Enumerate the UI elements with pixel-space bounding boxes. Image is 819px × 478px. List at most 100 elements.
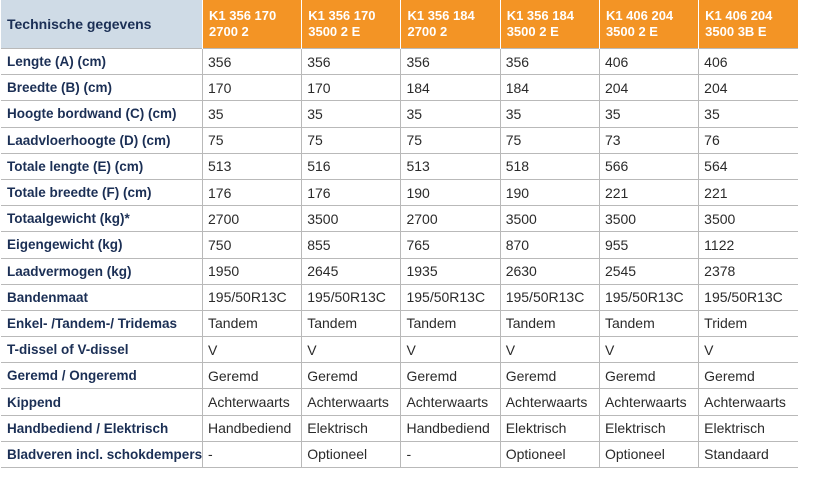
table-row: Handbediend / Elektrisch Handbediend Elekt… xyxy=(1,415,798,442)
table-cell: 406 xyxy=(698,47,798,76)
table-cell: 35 xyxy=(598,100,699,128)
model-code: K1 406 204 xyxy=(705,8,773,23)
table-cell: 221 xyxy=(598,179,699,207)
table-cell: 3500 xyxy=(598,205,699,233)
row-label: Geremd / Ongeremd xyxy=(1,362,203,390)
row-label: Laadvermogen (kg) xyxy=(1,258,203,285)
table-cell: Geremd xyxy=(201,362,302,390)
table-cell: 3500 xyxy=(698,205,798,233)
row-label: Totale breedte (F) (cm) xyxy=(1,179,203,207)
table-cell: Handbediend xyxy=(201,415,302,442)
table-cell: 195/50R13C xyxy=(499,284,600,311)
table-cell: 170 xyxy=(301,74,401,102)
table-cell: Elektrisch xyxy=(698,415,798,442)
row-label: Kippend xyxy=(1,388,203,416)
table-row: Totale lengte (E) (cm) 513 516 513 518 566 564 xyxy=(1,153,798,180)
row-label: Bladveren incl. schokdempers xyxy=(1,441,203,469)
table-cell: Elektrisch xyxy=(499,415,600,442)
table-cell: 195/50R13C xyxy=(598,284,699,311)
model-variant: 3500 2 E xyxy=(308,24,361,39)
table-cell: Tandem xyxy=(301,310,401,338)
table-cell: V xyxy=(499,336,600,364)
table-cell: 2700 xyxy=(201,205,302,233)
table-cell: 35 xyxy=(499,100,600,128)
table-cell: 2645 xyxy=(301,258,401,285)
table-cell: 35 xyxy=(698,100,798,128)
table-cell: 3500 xyxy=(301,205,401,233)
column-header: K1 356 170 2700 2 xyxy=(201,0,302,49)
table-cell: 195/50R13C xyxy=(400,284,501,311)
table-cell: 75 xyxy=(301,127,401,154)
table-cell: 1122 xyxy=(698,231,798,259)
table-cell: 566 xyxy=(598,153,699,180)
table-cell: 190 xyxy=(499,179,600,207)
table-cell: 184 xyxy=(499,74,600,102)
table-row: Eigengewicht (kg) 750 855 765 870 955 1122 xyxy=(1,231,798,259)
table-cell: 406 xyxy=(598,47,699,76)
table-cell: 750 xyxy=(201,231,302,259)
table-cell: 35 xyxy=(201,100,302,128)
table-row: Totale breedte (F) (cm) 176 176 190 190 221 22… xyxy=(1,179,798,207)
table-cell: 516 xyxy=(301,153,401,180)
table-cell: 356 xyxy=(201,47,302,76)
table-cell: Handbediend xyxy=(400,415,501,442)
table-cell: 513 xyxy=(400,153,501,180)
table-row: Geremd / Ongeremd Geremd Geremd Geremd Gerem… xyxy=(1,362,798,390)
table-body: Lengte (A) (cm) 356 356 356 356 406 406 Breedte… xyxy=(1,47,798,469)
model-variant: 2700 2 xyxy=(209,24,249,39)
table-cell: Standaard xyxy=(698,441,798,469)
table-row: Laadvermogen (kg) 1950 2645 1935 2630 2545 237… xyxy=(1,258,798,285)
table-cell: V xyxy=(698,336,798,364)
table-header: Technische gegevens K1 356 170 2700 2 K1 … xyxy=(1,0,798,49)
model-variant: 3500 2 E xyxy=(605,24,658,39)
table-cell: Geremd xyxy=(698,362,798,390)
model-code: K1 406 204 xyxy=(605,8,674,23)
table-cell: 75 xyxy=(499,127,600,154)
table-cell: 356 xyxy=(499,47,600,76)
table-cell: Achterwaarts xyxy=(400,388,501,416)
model-variant: 3500 2 E xyxy=(506,24,559,39)
table-cell: 2700 xyxy=(400,205,501,233)
table-cell: 513 xyxy=(201,153,302,180)
table-cell: 204 xyxy=(698,74,798,102)
table-cell: 356 xyxy=(301,47,401,76)
table-cell: 2378 xyxy=(698,258,798,285)
table-cell: Achterwaarts xyxy=(499,388,600,416)
table-cell: 170 xyxy=(201,74,302,102)
table-cell: Elektrisch xyxy=(598,415,699,442)
table-cell: Achterwaarts xyxy=(598,388,699,416)
table-cell: 1950 xyxy=(201,258,302,285)
table-cell: 204 xyxy=(598,74,699,102)
table-cell: Tandem xyxy=(201,310,302,338)
row-label: Eigengewicht (kg) xyxy=(1,231,203,259)
table-cell: V xyxy=(598,336,699,364)
table-row: Kippend Achterwaarts Achterwaarts Achterwaa… xyxy=(1,388,798,416)
table-cell: Optioneel xyxy=(301,441,401,469)
model-code: K1 356 170 xyxy=(209,8,277,23)
row-label: Laadvloerhoogte (D) (cm) xyxy=(1,127,203,154)
table-cell: 3500 xyxy=(499,205,600,233)
spec-table-container: Technische gegevens K1 356 170 2700 2 K1 … xyxy=(1,0,798,469)
row-label: Totaalgewicht (kg)* xyxy=(1,205,203,233)
model-variant: 3500 3B E xyxy=(705,24,767,39)
table-cell: 190 xyxy=(400,179,501,207)
table-cell: Tandem xyxy=(598,310,699,338)
table-cell: Achterwaarts xyxy=(301,388,401,416)
table-cell: Achterwaarts xyxy=(698,388,798,416)
table-cell: 35 xyxy=(301,100,401,128)
table-cell: 184 xyxy=(400,74,501,102)
table-cell: Geremd xyxy=(499,362,600,390)
table-row: T-dissel of V-dissel V V V V V V xyxy=(1,336,798,364)
table-cell: V xyxy=(400,336,501,364)
row-label: Handbediend / Elektrisch xyxy=(1,415,203,442)
column-header: K1 406 204 3500 2 E xyxy=(598,0,699,49)
model-code: K1 356 184 xyxy=(407,8,475,23)
table-cell: 870 xyxy=(499,231,600,259)
table-cell: 955 xyxy=(598,231,699,259)
table-row: Totaalgewicht (kg)* 2700 3500 2700 3500 3500 3… xyxy=(1,205,798,233)
table-row: Bladveren incl. schokdempers - Optioneel - O… xyxy=(1,441,798,469)
row-label: Breedte (B) (cm) xyxy=(1,74,203,102)
header-row: Technische gegevens K1 356 170 2700 2 K1 … xyxy=(1,0,798,49)
table-cell: - xyxy=(400,441,501,469)
table-cell: Tandem xyxy=(499,310,600,338)
